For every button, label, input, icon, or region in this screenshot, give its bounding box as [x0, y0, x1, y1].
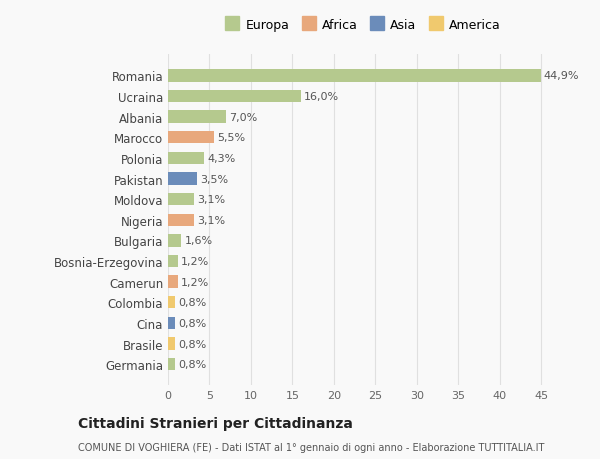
Bar	[168, 91, 301, 103]
Bar	[168, 194, 194, 206]
Text: 1,2%: 1,2%	[181, 257, 209, 267]
Text: 3,1%: 3,1%	[197, 195, 225, 205]
Bar	[168, 214, 194, 226]
Bar	[168, 297, 175, 309]
Legend: Europa, Africa, Asia, America: Europa, Africa, Asia, America	[226, 18, 500, 32]
Text: 5,5%: 5,5%	[217, 133, 245, 143]
Bar	[168, 317, 175, 330]
Text: COMUNE DI VOGHIERA (FE) - Dati ISTAT al 1° gennaio di ogni anno - Elaborazione T: COMUNE DI VOGHIERA (FE) - Dati ISTAT al …	[78, 442, 544, 452]
Bar	[168, 152, 203, 165]
Bar	[168, 173, 197, 185]
Text: 1,2%: 1,2%	[181, 277, 209, 287]
Bar	[168, 70, 541, 83]
Text: 3,5%: 3,5%	[200, 174, 229, 184]
Text: 7,0%: 7,0%	[229, 112, 257, 123]
Bar	[168, 111, 226, 123]
Text: 1,6%: 1,6%	[185, 236, 213, 246]
Text: 0,8%: 0,8%	[178, 297, 206, 308]
Text: 3,1%: 3,1%	[197, 215, 225, 225]
Text: 4,3%: 4,3%	[207, 154, 235, 163]
Text: 0,8%: 0,8%	[178, 359, 206, 369]
Bar	[168, 132, 214, 144]
Bar	[168, 235, 181, 247]
Text: 0,8%: 0,8%	[178, 318, 206, 328]
Bar	[168, 338, 175, 350]
Text: Cittadini Stranieri per Cittadinanza: Cittadini Stranieri per Cittadinanza	[78, 416, 353, 430]
Bar	[168, 255, 178, 268]
Bar	[168, 358, 175, 370]
Text: 44,9%: 44,9%	[544, 71, 580, 81]
Bar	[168, 276, 178, 288]
Text: 16,0%: 16,0%	[304, 92, 339, 102]
Text: 0,8%: 0,8%	[178, 339, 206, 349]
